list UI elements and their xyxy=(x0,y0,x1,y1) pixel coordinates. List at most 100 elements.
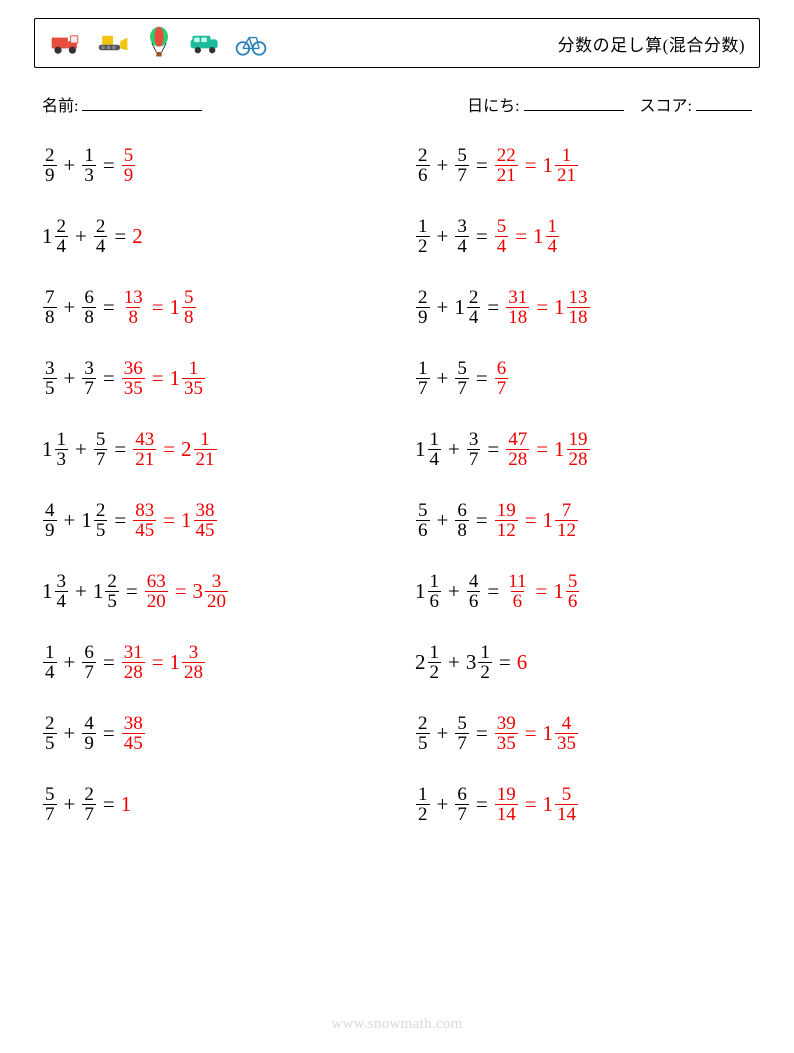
fraction: 57 xyxy=(455,359,469,398)
plus-operator: + xyxy=(64,297,76,318)
equals-sign: = xyxy=(476,368,488,389)
fraction: 25 xyxy=(94,501,108,540)
fraction: 57 xyxy=(94,430,108,469)
equals-sign: = xyxy=(163,439,175,460)
equals-sign: = xyxy=(103,794,115,815)
fraction: 13 xyxy=(55,430,69,469)
mixed-number: 11318 xyxy=(554,288,591,327)
fraction: 121 xyxy=(555,146,578,185)
fraction: 67 xyxy=(495,359,509,398)
fraction: 68 xyxy=(455,501,469,540)
fraction: 17 xyxy=(416,359,430,398)
equals-sign: = xyxy=(525,723,537,744)
mixed-number: 13845 xyxy=(181,501,218,540)
plus-operator: + xyxy=(437,368,449,389)
fraction: 3935 xyxy=(495,714,518,753)
fraction: 49 xyxy=(43,501,57,540)
equals-sign: = xyxy=(152,368,164,389)
equals-sign: = xyxy=(103,368,115,389)
plus-operator: + xyxy=(437,794,449,815)
plus-operator: + xyxy=(75,226,87,247)
fraction: 59 xyxy=(122,146,136,185)
fraction: 2221 xyxy=(495,146,518,185)
problem-row: 49+125=8345=13845 xyxy=(42,501,379,540)
fraction: 25 xyxy=(105,572,119,611)
problem-row: 134+125=6320=3320 xyxy=(42,572,379,611)
equals-sign: = xyxy=(103,723,115,744)
plus-operator: + xyxy=(437,510,449,531)
equals-sign: = xyxy=(525,510,537,531)
fraction: 58 xyxy=(182,288,196,327)
problem-row: 35+37=3635=1135 xyxy=(42,359,379,398)
plus-operator: + xyxy=(64,652,76,673)
mixed-number: 116 xyxy=(415,572,442,611)
fraction: 712 xyxy=(555,501,578,540)
equals-sign: = xyxy=(152,297,164,318)
fraction: 24 xyxy=(55,217,69,256)
problem-row: 212+312=6 xyxy=(415,643,752,682)
plus-operator: + xyxy=(75,581,87,602)
plus-operator: + xyxy=(64,510,76,531)
problem-row: 12+34=54=114 xyxy=(415,217,752,256)
fraction: 25 xyxy=(416,714,430,753)
fraction: 37 xyxy=(82,359,96,398)
fraction: 46 xyxy=(467,572,481,611)
mixed-number: 134 xyxy=(42,572,69,611)
plus-operator: + xyxy=(75,439,87,460)
fraction: 1318 xyxy=(567,288,590,327)
mixed-number: 113 xyxy=(42,430,69,469)
fraction: 116 xyxy=(506,572,528,611)
plus-operator: + xyxy=(437,297,449,318)
fraction: 57 xyxy=(455,714,469,753)
mixed-number: 124 xyxy=(42,217,69,256)
fraction: 24 xyxy=(94,217,108,256)
answer-int: 2 xyxy=(132,226,143,247)
mixed-number: 1121 xyxy=(543,146,580,185)
fraction: 29 xyxy=(416,288,430,327)
meta-right: 日にち: スコア: xyxy=(467,92,752,116)
mixed-number: 11928 xyxy=(554,430,591,469)
plus-operator: + xyxy=(64,723,76,744)
mixed-number: 3320 xyxy=(193,572,230,611)
fraction: 320 xyxy=(205,572,228,611)
fraction: 3128 xyxy=(122,643,145,682)
fraction: 435 xyxy=(555,714,578,753)
plus-operator: + xyxy=(437,226,449,247)
fraction: 35 xyxy=(43,359,57,398)
equals-sign: = xyxy=(114,510,126,531)
fraction: 24 xyxy=(467,288,481,327)
equals-sign: = xyxy=(476,226,488,247)
name-label: 名前: xyxy=(42,98,78,115)
equals-sign: = xyxy=(152,652,164,673)
equals-sign: = xyxy=(163,510,175,531)
equals-sign: = xyxy=(525,794,537,815)
fraction: 14 xyxy=(43,643,57,682)
plus-operator: + xyxy=(64,368,76,389)
equals-sign: = xyxy=(476,510,488,531)
bicycle-icon xyxy=(233,25,269,61)
score-blank[interactable] xyxy=(696,96,752,111)
fraction: 57 xyxy=(455,146,469,185)
fraction: 12 xyxy=(416,785,430,824)
icons-row xyxy=(49,25,269,61)
equals-sign: = xyxy=(476,723,488,744)
equals-sign: = xyxy=(175,581,187,602)
fraction: 14 xyxy=(428,430,442,469)
problem-row: 56+68=1912=1712 xyxy=(415,501,752,540)
mixed-number: 125 xyxy=(81,501,108,540)
name-blank[interactable] xyxy=(82,96,202,111)
equals-sign: = xyxy=(103,297,115,318)
fraction: 135 xyxy=(182,359,205,398)
problem-row: 26+57=2221=1121 xyxy=(415,146,752,185)
fraction: 12 xyxy=(478,643,492,682)
plus-operator: + xyxy=(448,652,460,673)
fraction: 3845 xyxy=(122,714,145,753)
score-label: スコア: xyxy=(640,98,692,115)
fraction: 514 xyxy=(555,785,578,824)
date-blank[interactable] xyxy=(524,96,624,111)
plus-operator: + xyxy=(448,439,460,460)
fraction: 12 xyxy=(416,217,430,256)
problem-row: 113+57=4321=2121 xyxy=(42,430,379,469)
watermark: www.snowmath.com xyxy=(0,1016,794,1033)
fraction: 121 xyxy=(194,430,217,469)
